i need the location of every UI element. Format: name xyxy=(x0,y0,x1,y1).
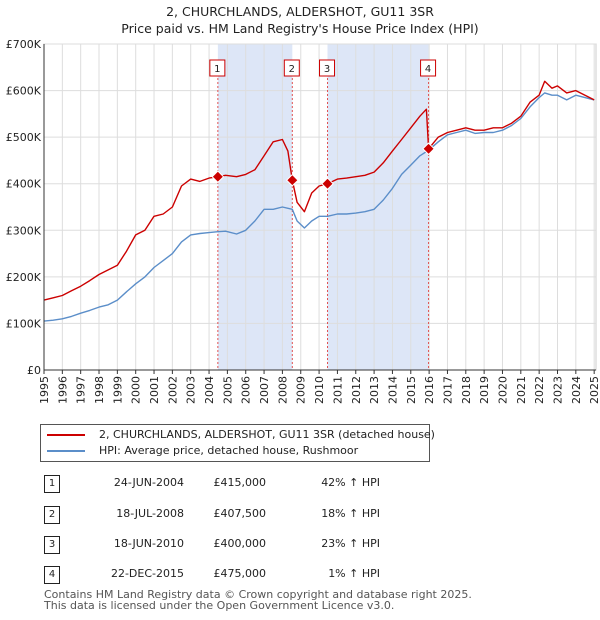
x-tick-label: 2008 xyxy=(276,376,289,404)
transaction-date: 22-DEC-2015 xyxy=(110,567,184,580)
transaction-row: 4 22-DEC-2015 £475,000 1% ↑ HPI xyxy=(0,566,600,584)
x-tick-label: 2012 xyxy=(350,376,363,404)
transaction-price: £415,000 xyxy=(213,476,267,489)
y-tick-label: £500K xyxy=(6,131,42,144)
x-tick-label: 1998 xyxy=(93,376,106,404)
transaction-hpi: 18% ↑ HPI xyxy=(321,507,380,520)
x-tick-label: 2021 xyxy=(515,376,528,404)
x-tick-label: 2001 xyxy=(148,376,161,404)
hpi-line xyxy=(43,92,595,322)
legend-swatch-property xyxy=(47,434,85,436)
transaction-date: 18-JUN-2010 xyxy=(113,537,184,550)
sale-point xyxy=(321,177,334,191)
legend: 2, CHURCHLANDS, ALDERSHOT, GU11 3SR (det… xyxy=(40,424,435,462)
x-tick-label: 1997 xyxy=(75,376,88,404)
chart-subtitle: Price paid vs. HM Land Registry's House … xyxy=(121,21,479,36)
transaction-date: 18-JUL-2008 xyxy=(116,507,184,520)
x-tick-label: 2020 xyxy=(496,376,509,404)
x-tick-label: 2023 xyxy=(551,376,564,404)
sale-label-box xyxy=(283,59,300,77)
transaction-date: 24-JUN-2004 xyxy=(113,476,184,489)
sale-label-box xyxy=(319,59,336,77)
transaction-row: 2 18-JUL-2008 £407,500 18% ↑ HPI xyxy=(0,506,600,524)
x-tick-label: 2004 xyxy=(203,376,216,404)
y-tick-label: £400K xyxy=(6,178,42,191)
sale-point xyxy=(285,173,299,187)
x-tick-label: 2015 xyxy=(405,376,418,404)
x-tick-label: 2019 xyxy=(478,376,491,404)
x-tick-label: 2010 xyxy=(313,376,326,404)
x-tick-label: 2009 xyxy=(295,376,308,404)
x-tick-label: 2002 xyxy=(166,376,179,404)
chart-title: 2, CHURCHLANDS, ALDERSHOT, GU11 3SR xyxy=(166,4,434,19)
x-tick-label: 2013 xyxy=(368,376,381,404)
sale-label: 3 xyxy=(324,64,330,75)
x-tick-label: 2006 xyxy=(240,376,253,404)
transaction-hpi: 23% ↑ HPI xyxy=(321,537,380,550)
sale-point xyxy=(211,170,225,184)
transaction-number: 2 xyxy=(44,506,60,524)
legend-swatch-hpi xyxy=(47,450,85,452)
transaction-number: 4 xyxy=(44,566,60,584)
y-tick-label: £300K xyxy=(6,224,42,237)
y-tick-label: £700K xyxy=(6,38,42,51)
sale-label: 2 xyxy=(289,64,295,75)
y-tick-label: £200K xyxy=(6,271,42,284)
highlight-band xyxy=(327,44,429,370)
price-chart: £0 £100K £200K £300K £400K £500K £600K £700K 199… xyxy=(6,38,600,404)
plot-area xyxy=(43,43,597,371)
transaction-price: £407,500 xyxy=(213,507,267,520)
legend-label-property: 2, CHURCHLANDS, ALDERSHOT, GU11 3SR (det… xyxy=(99,428,435,441)
transaction-price: £475,000 xyxy=(213,567,267,580)
sale-point xyxy=(422,142,435,156)
x-tick-label: 1999 xyxy=(111,376,124,404)
x-tick-label: 2017 xyxy=(441,376,454,404)
x-tick-label: 1995 xyxy=(38,376,51,404)
x-tick-label: 2000 xyxy=(130,376,143,404)
x-tick-label: 1996 xyxy=(56,376,69,404)
x-tick-label: 2016 xyxy=(423,376,436,404)
footer-licence: This data is licensed under the Open Gov… xyxy=(44,599,395,612)
transaction-number: 3 xyxy=(44,536,60,554)
transaction-number: 1 xyxy=(44,475,60,493)
sale-label-box xyxy=(420,59,437,77)
transaction-hpi: 42% ↑ HPI xyxy=(321,476,380,489)
footer: Contains HM Land Registry data © Crown c… xyxy=(44,589,472,611)
x-tick-label: 2024 xyxy=(570,376,583,404)
x-tick-label: 2007 xyxy=(258,376,271,404)
x-tick-label: 2025 xyxy=(588,376,600,404)
y-tick-label: £0 xyxy=(27,364,41,377)
x-tick-label: 2022 xyxy=(533,376,546,404)
y-tick-label: £100K xyxy=(6,317,42,330)
x-tick-label: 2014 xyxy=(386,376,399,404)
x-tick-label: 2003 xyxy=(185,376,198,404)
transaction-hpi: 1% ↑ HPI xyxy=(328,567,380,580)
legend-label-hpi: HPI: Average price, detached house, Rush… xyxy=(99,444,359,457)
transaction-row: 3 18-JUN-2010 £400,000 23% ↑ HPI xyxy=(0,536,600,554)
footer-copyright: Contains HM Land Registry data © Crown c… xyxy=(44,588,472,601)
transaction-price: £400,000 xyxy=(213,537,267,550)
x-tick-label: 2011 xyxy=(331,376,344,404)
sale-label: 1 xyxy=(214,64,220,75)
sale-label-box xyxy=(209,59,226,77)
y-tick-label: £600K xyxy=(6,85,42,98)
property-price-line xyxy=(43,80,595,301)
x-tick-label: 2018 xyxy=(460,376,473,404)
sale-label: 4 xyxy=(425,64,431,75)
transaction-row: 1 24-JUN-2004 £415,000 42% ↑ HPI xyxy=(0,475,600,493)
x-tick-label: 2005 xyxy=(221,376,234,404)
